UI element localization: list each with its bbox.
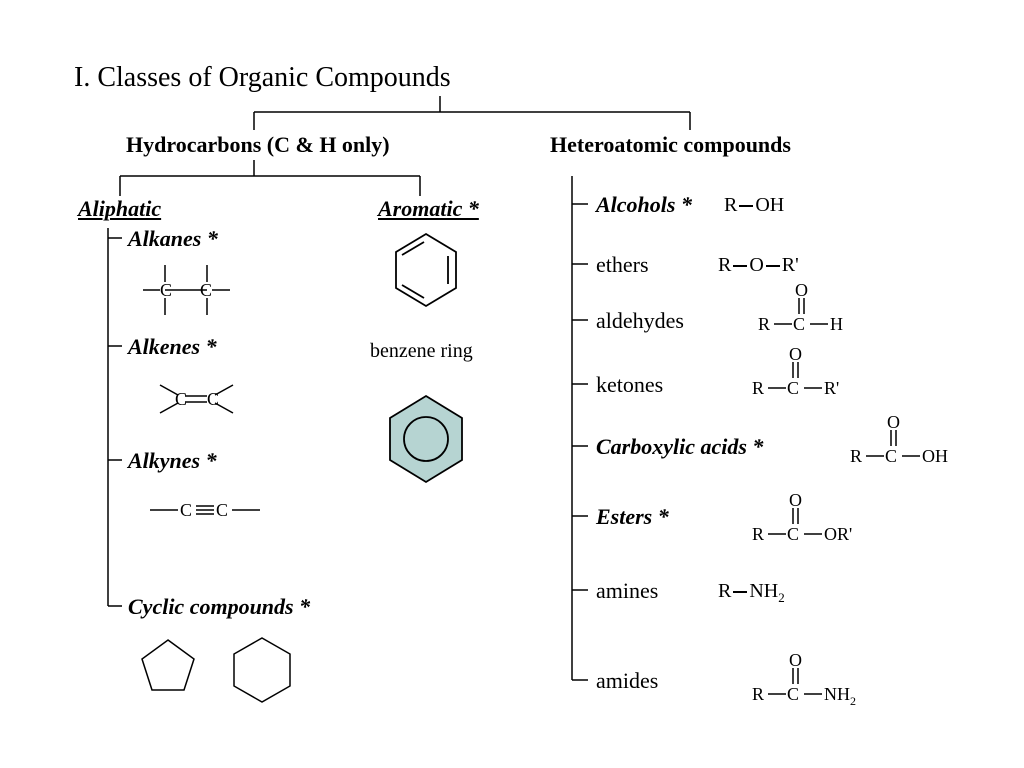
item-ethers: ethers	[596, 252, 649, 278]
svg-text:O: O	[789, 490, 802, 510]
svg-text:H: H	[830, 314, 843, 334]
svg-text:C: C	[793, 314, 805, 334]
item-alcohols: Alcohols *	[596, 192, 692, 218]
branch-hydrocarbons: Hydrocarbons (C & H only)	[126, 132, 390, 158]
svg-text:C: C	[885, 446, 897, 466]
svg-text:OH: OH	[922, 446, 948, 466]
svg-text:C: C	[160, 280, 172, 300]
item-alkenes: Alkenes *	[128, 334, 217, 360]
svg-text:C: C	[200, 280, 212, 300]
svg-text:C: C	[180, 500, 192, 520]
item-ketones: ketones	[596, 372, 663, 398]
svg-text:C: C	[207, 389, 219, 409]
item-carboxylic: Carboxylic acids *	[596, 434, 763, 460]
svg-text:C: C	[787, 684, 799, 704]
svg-text:C: C	[787, 378, 799, 398]
svg-text:O: O	[789, 344, 802, 364]
item-aldehydes: aldehydes	[596, 308, 684, 334]
svg-text:O: O	[795, 280, 808, 300]
svg-text:R': R'	[824, 378, 839, 398]
svg-text:2: 2	[850, 694, 856, 708]
svg-text:R: R	[752, 524, 764, 544]
item-esters: Esters *	[596, 504, 669, 530]
svg-text:C: C	[216, 500, 228, 520]
item-amines: amines	[596, 578, 658, 604]
tree-connectors: C C C C C C R C O H R	[0, 0, 1024, 768]
svg-text:OR': OR'	[824, 524, 852, 544]
svg-text:R: R	[752, 378, 764, 398]
svg-text:O: O	[887, 412, 900, 432]
svg-text:R: R	[850, 446, 862, 466]
svg-text:R: R	[752, 684, 764, 704]
svg-text:C: C	[787, 524, 799, 544]
svg-text:NH: NH	[824, 684, 850, 704]
subcat-aliphatic: Aliphatic	[78, 196, 161, 222]
formula-ether: ROR'	[718, 254, 799, 277]
svg-text:O: O	[789, 650, 802, 670]
item-alkanes: Alkanes *	[128, 226, 218, 252]
svg-text:R: R	[758, 314, 770, 334]
branch-heteroatomic: Heteroatomic compounds	[550, 132, 791, 158]
subcat-aromatic: Aromatic *	[378, 196, 479, 222]
formula-amine: RNH2	[718, 580, 785, 606]
item-alkynes: Alkynes *	[128, 448, 217, 474]
formula-alcohol: ROH	[724, 194, 784, 217]
page-title: I. Classes of Organic Compounds	[74, 62, 451, 94]
item-amides: amides	[596, 668, 658, 694]
item-cyclic: Cyclic compounds *	[128, 594, 310, 620]
svg-text:C: C	[175, 389, 187, 409]
caption-benzene: benzene ring	[370, 340, 473, 363]
